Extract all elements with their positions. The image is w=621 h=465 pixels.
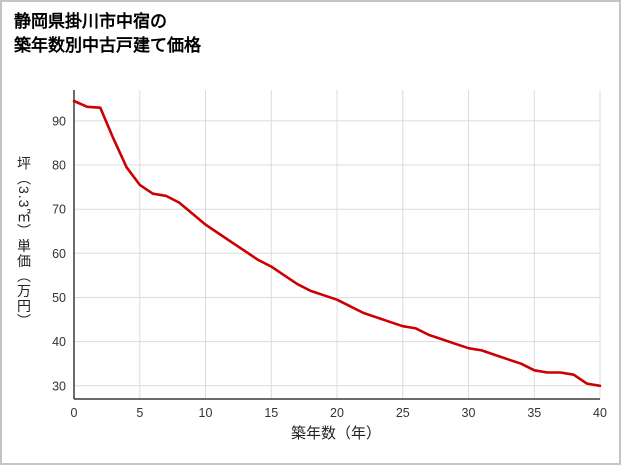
y-tick-label: 40 [52, 335, 66, 349]
chart-title: 静岡県掛川市中宿の 築年数別中古戸建て価格 [14, 10, 201, 58]
y-axis-label: 坪（3.3㎡）単価（万円） [16, 156, 32, 329]
x-tick-label: 40 [593, 406, 607, 420]
x-tick-label: 35 [527, 406, 541, 420]
y-tick-label: 80 [52, 159, 66, 173]
x-tick-label: 5 [136, 406, 143, 420]
x-tick-label: 15 [264, 406, 278, 420]
chart-title-line1: 静岡県掛川市中宿の [14, 12, 167, 31]
x-tick-label: 10 [199, 406, 213, 420]
y-tick-label: 30 [52, 379, 66, 393]
y-tick-label: 50 [52, 291, 66, 305]
chart-title-line2: 築年数別中古戸建て価格 [14, 35, 201, 55]
price-line-series [72, 99, 602, 388]
y-tick-label: 90 [52, 114, 66, 128]
y-tick-label: 60 [52, 247, 66, 261]
x-axis-label: 築年数（年） [290, 425, 381, 442]
x-tick-label: 20 [330, 406, 344, 420]
y-tick-label: 70 [52, 203, 66, 217]
x-tick-label: 0 [71, 406, 78, 420]
x-tick-label: 30 [462, 406, 476, 420]
x-tick-label: 25 [396, 406, 410, 420]
